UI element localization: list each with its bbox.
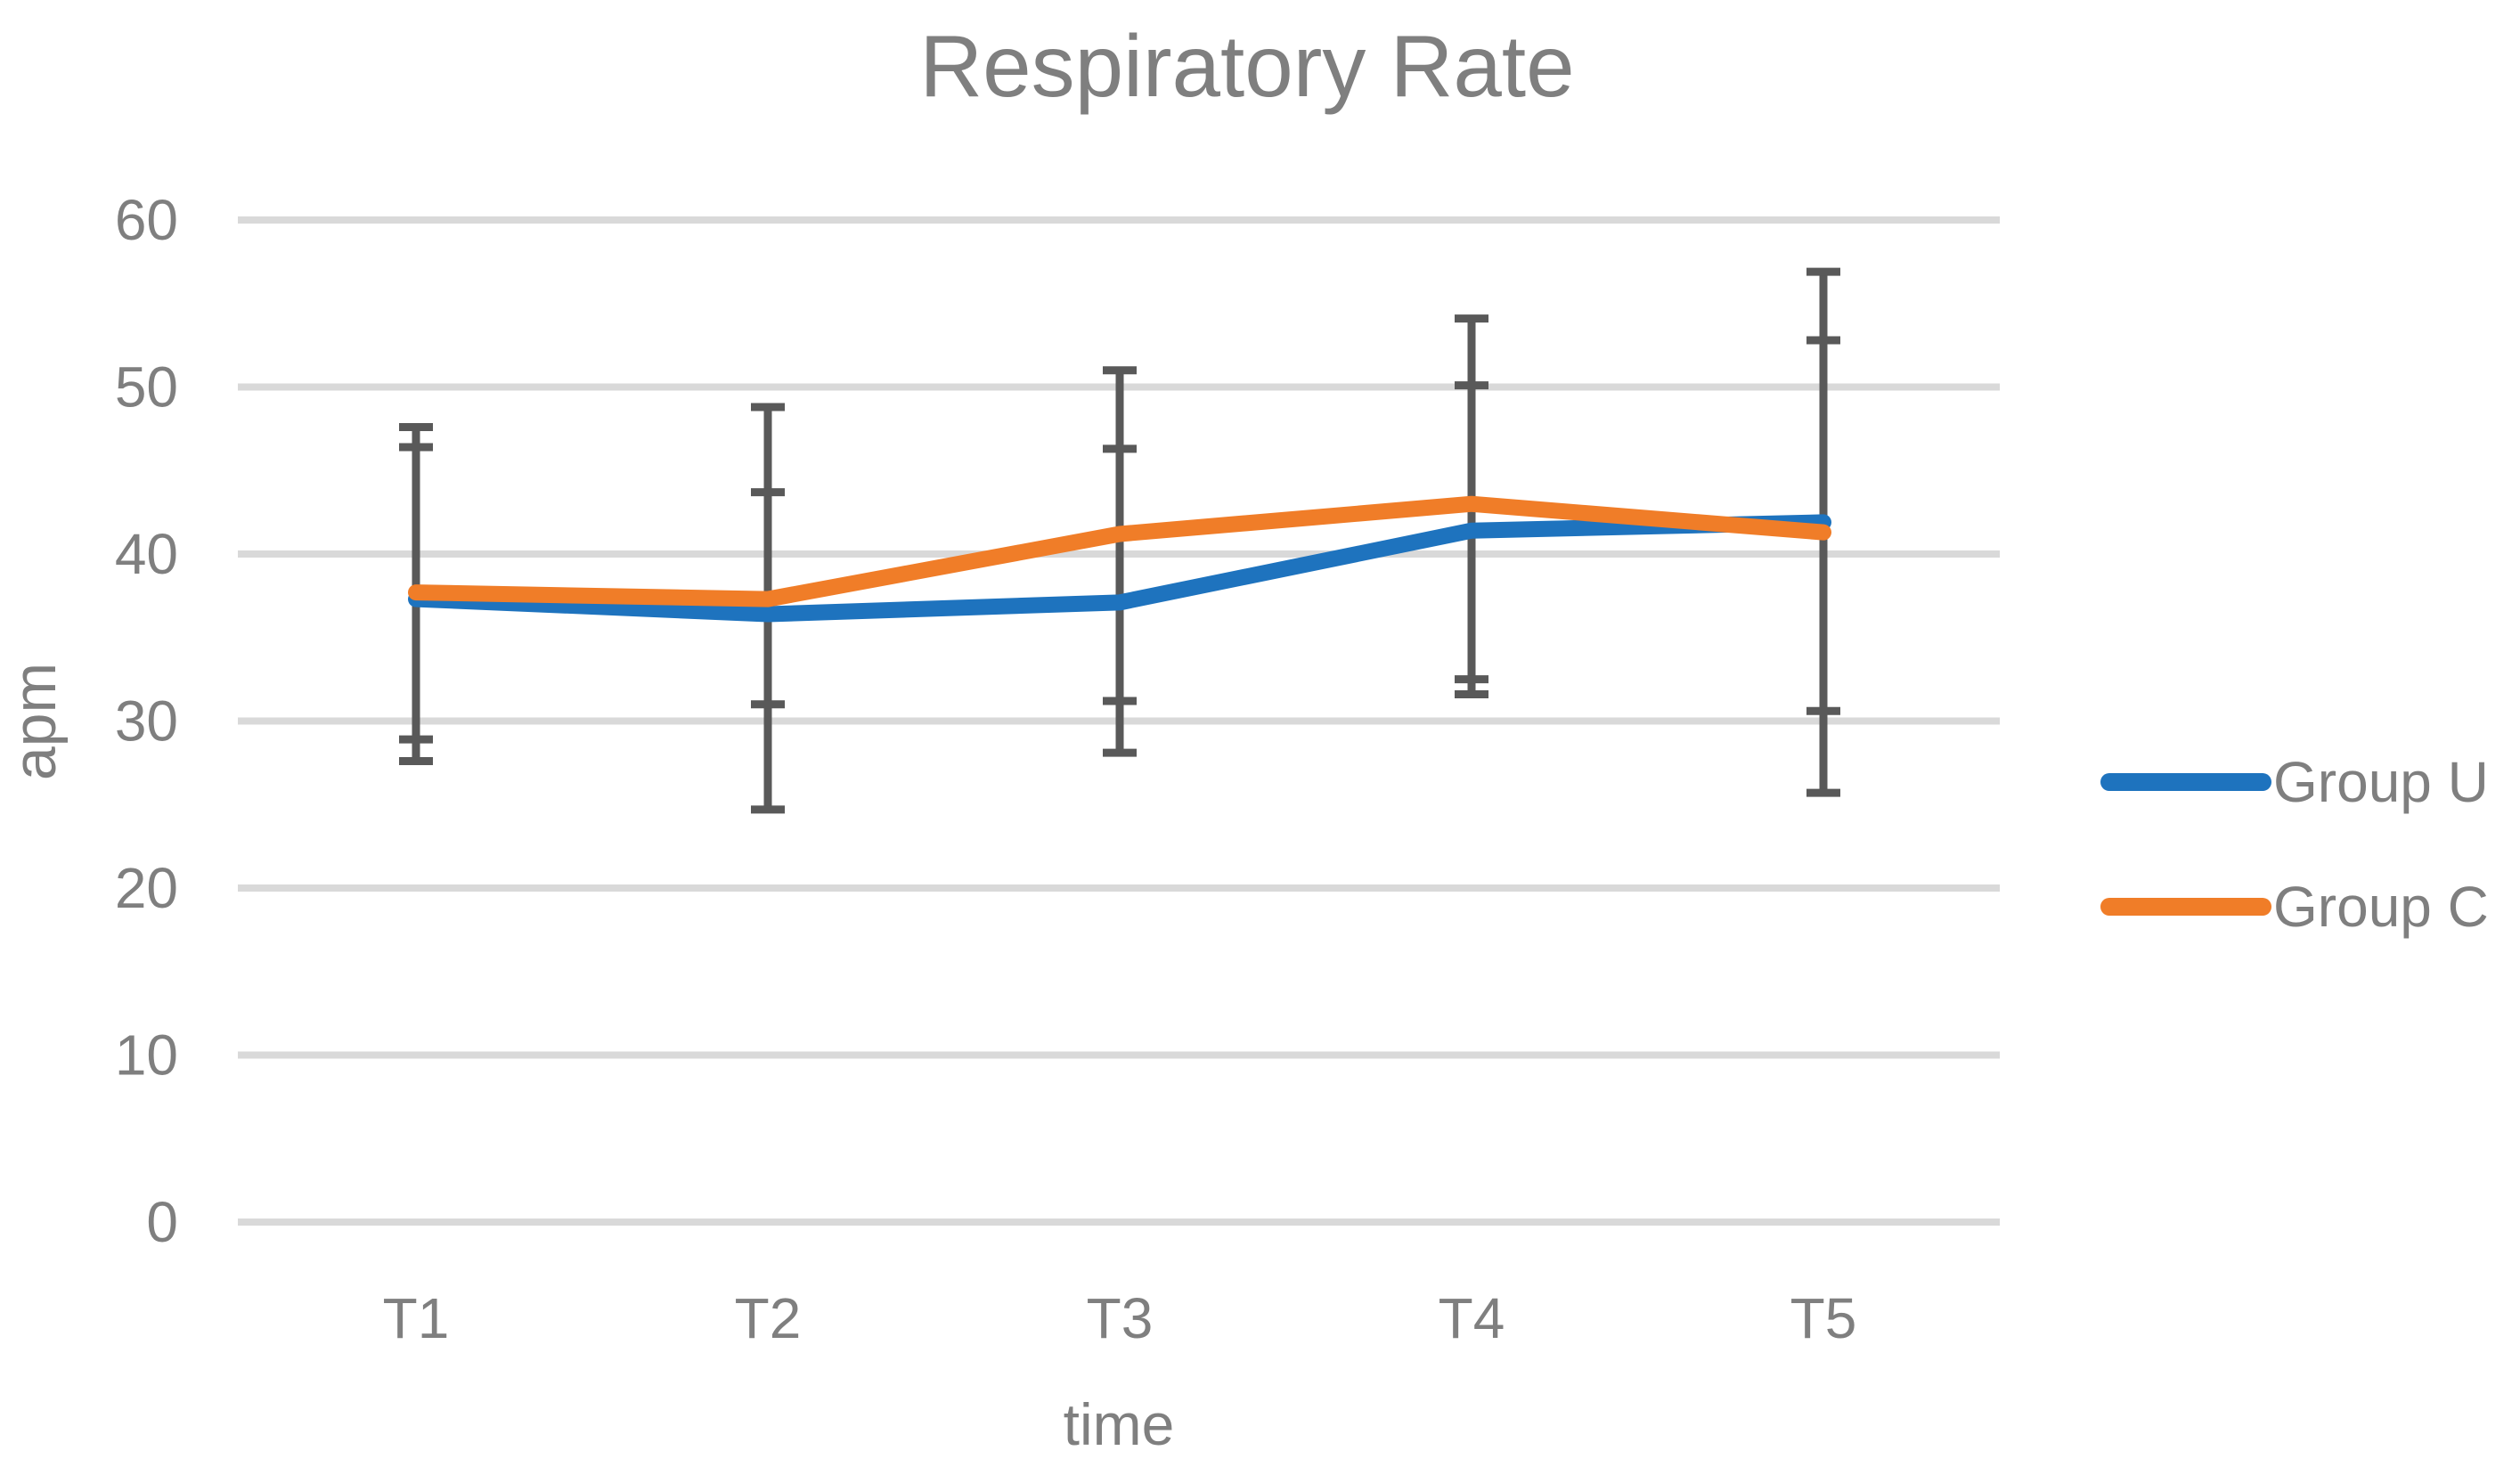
x-axis-title: time bbox=[1064, 1391, 1175, 1457]
y-tick-label-20: 20 bbox=[115, 856, 178, 920]
x-tick-label-T4: T4 bbox=[1439, 1286, 1505, 1350]
series-line-group-u bbox=[408, 514, 1831, 623]
legend-item-group-u: Group U bbox=[2100, 750, 2489, 814]
y-tick-label-30: 30 bbox=[115, 689, 178, 754]
y-tick-label-0: 0 bbox=[146, 1190, 178, 1254]
series-line-group-c bbox=[408, 495, 1831, 607]
x-tick-label-T5: T5 bbox=[1790, 1286, 1857, 1350]
y-tick-label-40: 40 bbox=[115, 522, 178, 586]
legend: Group U Group C bbox=[2100, 750, 2489, 939]
chart-title: Respiratory Rate bbox=[919, 17, 1574, 115]
y-tick-label-60: 60 bbox=[115, 188, 178, 252]
legend-label-group-c: Group C bbox=[2273, 875, 2489, 939]
x-tick-label-T3: T3 bbox=[1087, 1286, 1154, 1350]
legend-label-group-u: Group U bbox=[2273, 750, 2489, 814]
x-tick-label-T2: T2 bbox=[735, 1286, 802, 1350]
y-axis-title: apm bbox=[1, 663, 69, 780]
y-tick-label-10: 10 bbox=[115, 1023, 178, 1088]
x-tick-labels-layer: T1 T2 T3 T4 T5 bbox=[383, 1286, 1857, 1350]
x-tick-label-T1: T1 bbox=[383, 1286, 450, 1350]
y-tick-labels-layer: 0 10 20 30 40 50 60 bbox=[115, 188, 178, 1254]
legend-item-group-c: Group C bbox=[2100, 875, 2489, 939]
y-tick-label-50: 50 bbox=[115, 355, 178, 420]
series-lines-layer bbox=[408, 495, 1831, 623]
